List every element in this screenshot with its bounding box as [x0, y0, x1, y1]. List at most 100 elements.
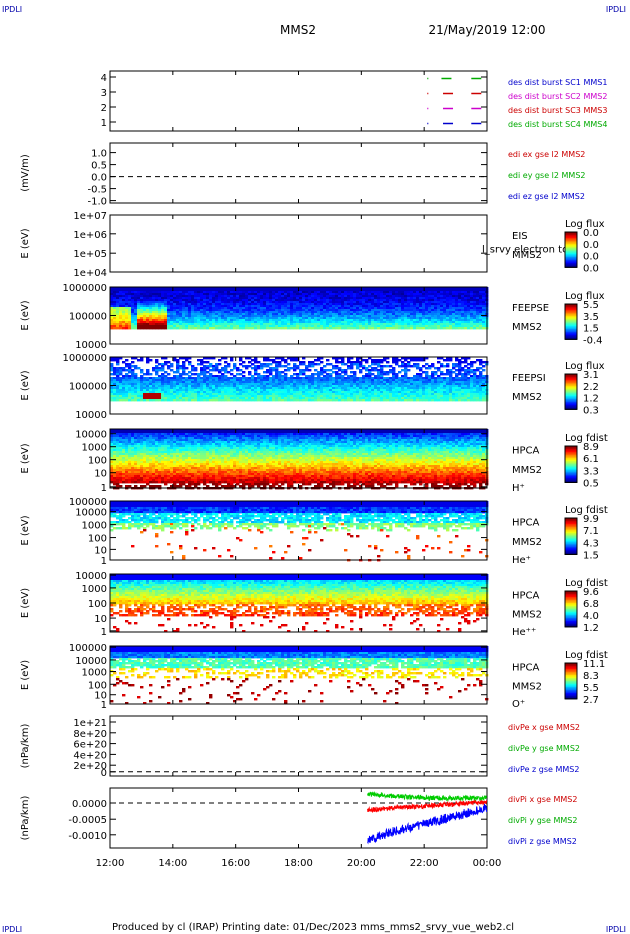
legend-entry: divPi z gse MMS2 — [508, 837, 577, 846]
y-tick-label: 0.0 — [91, 173, 107, 184]
legend-entry: divPe x gse MMS2 — [508, 723, 580, 732]
colorbar-value: 5.5 — [583, 300, 599, 311]
panel-8: 10000 1000 100 10 1 E (eV) HPCA MMS2 He⁺⁺ Log fdi… — [20, 571, 608, 638]
panel-frame — [109, 214, 488, 273]
y-tick-label: 4 — [101, 73, 107, 84]
x-tick-label: 12:00 — [96, 858, 125, 869]
colorbar — [564, 590, 578, 628]
x-tick-label: 14:00 — [158, 858, 187, 869]
footer-text: Produced by cl (IRAP) Printing date: 01/… — [112, 922, 514, 933]
panel-frame — [109, 70, 488, 132]
y-tick-label: 6e+20 — [73, 740, 107, 751]
colorbar-value: 8.9 — [583, 442, 599, 453]
legend-entry: des dist burst SC1 MMS1 — [508, 78, 607, 87]
burst-markers — [427, 77, 482, 125]
spectrogram — [110, 574, 489, 633]
spectrogram — [110, 357, 489, 402]
y-tick-label: 4e+20 — [73, 750, 107, 761]
colorbar-value: 0.0 — [583, 252, 599, 263]
y-tick-label: 1 — [101, 556, 107, 567]
y-axis-label: (nPa/km) — [20, 796, 31, 841]
colorbar-value: 11.1 — [583, 659, 605, 670]
colorbar-value: 5.5 — [583, 683, 599, 694]
series-line — [367, 803, 488, 845]
y-tick-label: -1.0 — [87, 197, 107, 208]
side-label: MMS2 — [512, 681, 542, 692]
y-tick-label: -0.0005 — [68, 815, 107, 826]
panel-5: 1000000 100000 10000 E (eV) FEEPSI MMS2 Log fl… — [20, 353, 605, 421]
y-tick-label: 1e+21 — [73, 718, 107, 729]
y-tick-label: 100 — [88, 599, 107, 610]
y-axis-label: E (eV) — [20, 228, 31, 258]
colorbar-value: 1.5 — [583, 324, 599, 335]
y-tick-label: 1e+07 — [73, 211, 107, 222]
y-tick-label: 1.0 — [91, 149, 107, 160]
colorbar-value: 0.0 — [583, 228, 599, 239]
side-label: MMS2 — [512, 322, 542, 333]
y-tick-label: 1000000 — [62, 283, 107, 294]
colorbar-value: 8.3 — [583, 671, 599, 682]
legend-entry: des dist burst SC4 MMS4 — [508, 120, 607, 129]
colorbar-value: 0.5 — [583, 478, 599, 489]
corner-label: IPDLI — [2, 5, 22, 14]
y-tick-label: 10 — [94, 614, 107, 625]
side-label: O⁺ — [512, 699, 525, 710]
side-label: HPCA — [512, 662, 540, 673]
x-tick-label: 16:00 — [221, 858, 250, 869]
spectrogram — [110, 287, 489, 330]
y-tick-label: 1000 — [82, 443, 107, 454]
colorbar-title: Log fdist — [565, 433, 608, 444]
y-axis-label: (nPa/km) — [20, 724, 31, 769]
legend-entry: edi ex gse l2 MMS2 — [508, 150, 585, 159]
colorbar-value: 4.0 — [583, 611, 599, 622]
panel-frame — [109, 715, 488, 777]
colorbar-title: Log flux — [565, 219, 605, 230]
y-tick-label: 100000 — [69, 643, 107, 654]
colorbar-title: Log fdist — [565, 578, 608, 589]
y-tick-label: 10000 — [75, 410, 107, 421]
panel-6: 10000 1000 100 10 1 E (eV) HPCA MMS2 H⁺ Log fdist… — [20, 428, 608, 494]
side-label: MMS2 — [512, 465, 542, 476]
colorbar-value: 4.3 — [583, 538, 599, 549]
divpi-series — [367, 791, 488, 845]
y-tick-label: 1e+06 — [73, 230, 107, 241]
colorbar-value: 3.3 — [583, 466, 599, 477]
y-tick-label: 8e+20 — [73, 729, 107, 740]
panel-4: 1000000 100000 10000 E (eV) FEEPSE MMS2 Log fl… — [20, 283, 605, 351]
y-axis-label: E (eV) — [20, 370, 31, 400]
y-tick-label: 0.0000 — [72, 799, 107, 810]
colorbar-value: 6.1 — [583, 454, 599, 465]
colorbar-value: 9.9 — [583, 514, 599, 525]
colorbar — [564, 373, 578, 410]
colorbar — [564, 231, 578, 268]
y-tick-label: 1000 — [82, 668, 107, 679]
legend-entry: edi ey gse l2 MMS2 — [508, 171, 586, 180]
y-tick-label: -0.5 — [87, 185, 107, 196]
y-tick-label: 0 — [101, 768, 107, 779]
colorbar-value: 1.5 — [583, 550, 599, 561]
panel-11: 0.0000 -0.0005 -0.0010 (nPa/km) divPi x gse … — [20, 787, 577, 849]
side-label: MMS2 — [512, 609, 542, 620]
y-axis-label: E (eV) — [20, 660, 31, 690]
y-tick-label: 1e+04 — [73, 268, 107, 279]
y-tick-label: 3 — [101, 88, 107, 99]
y-tick-label: 1 — [101, 700, 107, 711]
side-label: H⁺ — [512, 483, 525, 494]
date-title: 21/May/2019 12:00 — [428, 23, 545, 37]
colorbar-value: 1.2 — [583, 394, 599, 405]
y-tick-label: 100000 — [69, 312, 107, 323]
y-tick-label: 10 — [94, 545, 107, 556]
spectrogram — [110, 429, 489, 490]
colorbar — [564, 517, 578, 555]
x-tick-label: 18:00 — [284, 858, 313, 869]
side-label: He⁺⁺ — [512, 627, 536, 638]
side-label: MMS2 — [512, 392, 542, 403]
y-tick-label: -0.0010 — [68, 831, 107, 842]
legend-entry: divPi x gse MMS2 — [508, 795, 577, 804]
corner-label: IPDLI — [606, 925, 626, 934]
y-tick-label: 10 — [94, 469, 107, 480]
y-tick-label: 1 — [101, 118, 107, 129]
colorbar-value: 9.6 — [583, 587, 599, 598]
y-tick-label: 10000 — [75, 340, 107, 351]
